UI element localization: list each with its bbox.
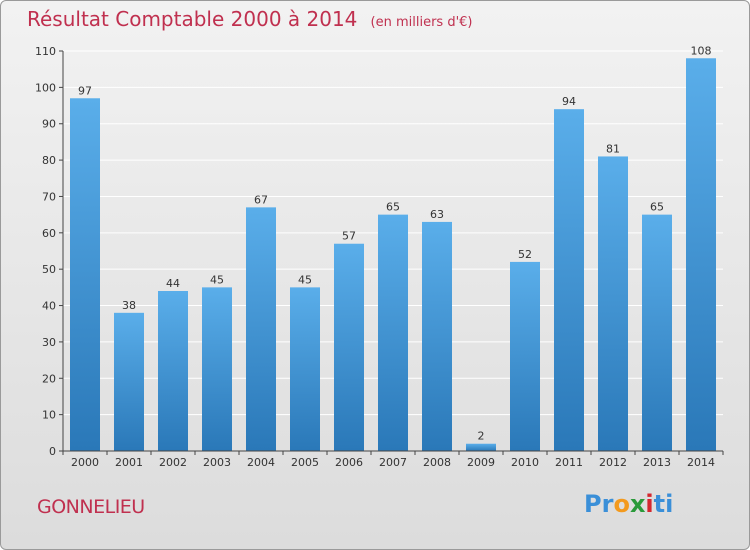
x-tick-label: 2002 (159, 456, 187, 469)
bar (466, 443, 496, 451)
chart-subtitle: (en milliers d'€) (370, 15, 473, 30)
data-label: 81 (606, 142, 620, 155)
bar (378, 214, 408, 451)
bar (334, 243, 364, 451)
bar (642, 214, 672, 451)
x-tick-label: 2009 (467, 456, 495, 469)
data-label: 94 (562, 95, 576, 108)
title-row: Résultat Comptable 2000 à 2014 (en milli… (27, 7, 472, 31)
bar (422, 221, 452, 451)
y-tick-label: 50 (42, 263, 56, 276)
x-tick-label: 2011 (555, 456, 583, 469)
logo-letter: x (629, 490, 646, 518)
y-tick-label: 40 (42, 300, 56, 313)
data-label: 57 (342, 230, 356, 243)
data-label: 38 (122, 299, 136, 312)
data-label: 63 (430, 208, 444, 221)
place-name: GONNELIEU (37, 496, 145, 518)
y-tick-label: 30 (42, 336, 56, 349)
bar (70, 98, 100, 451)
logo-letter: t (653, 490, 666, 518)
data-label: 2 (478, 430, 485, 443)
bar (114, 312, 144, 451)
x-tick-label: 2000 (71, 456, 99, 469)
chart-title: Résultat Comptable 2000 à 2014 (27, 7, 358, 31)
logo-letter: i (645, 490, 654, 518)
x-tick-label: 2010 (511, 456, 539, 469)
bar (554, 109, 584, 451)
bar (246, 207, 276, 451)
data-label: 97 (78, 84, 92, 97)
bar (598, 156, 628, 452)
data-label: 45 (210, 273, 224, 286)
logo-letter: o (613, 490, 630, 518)
x-tick-label: 2012 (599, 456, 627, 469)
data-label: 108 (691, 44, 712, 57)
y-tick-label: 90 (42, 118, 56, 131)
bar (510, 261, 540, 451)
data-label: 52 (518, 248, 532, 261)
y-tick-label: 80 (42, 154, 56, 167)
proxiti-logo: Proxiti (584, 490, 673, 518)
y-tick-label: 70 (42, 190, 56, 203)
x-tick-label: 2006 (335, 456, 363, 469)
bar (290, 287, 320, 451)
bar (158, 291, 188, 451)
y-tick-label: 60 (42, 227, 56, 240)
x-tick-label: 2007 (379, 456, 407, 469)
x-tick-label: 2003 (203, 456, 231, 469)
logo-letter: i (665, 490, 674, 518)
data-label: 67 (254, 193, 268, 206)
x-tick-label: 2001 (115, 456, 143, 469)
bar (686, 58, 716, 451)
x-tick-label: 2005 (291, 456, 319, 469)
data-label: 65 (650, 201, 664, 214)
data-label: 45 (298, 273, 312, 286)
y-tick-label: 100 (35, 81, 56, 94)
y-tick-label: 110 (35, 45, 56, 58)
data-label: 44 (166, 277, 180, 290)
x-tick-label: 2004 (247, 456, 275, 469)
logo-letter: P (584, 490, 602, 518)
y-tick-label: 0 (49, 445, 56, 458)
bar (202, 287, 232, 451)
y-tick-label: 10 (42, 409, 56, 422)
x-tick-label: 2008 (423, 456, 451, 469)
logo-letter: r (601, 490, 614, 518)
x-tick-label: 2014 (687, 456, 715, 469)
y-tick-label: 20 (42, 372, 56, 385)
x-tick-label: 2013 (643, 456, 671, 469)
data-label: 65 (386, 201, 400, 214)
